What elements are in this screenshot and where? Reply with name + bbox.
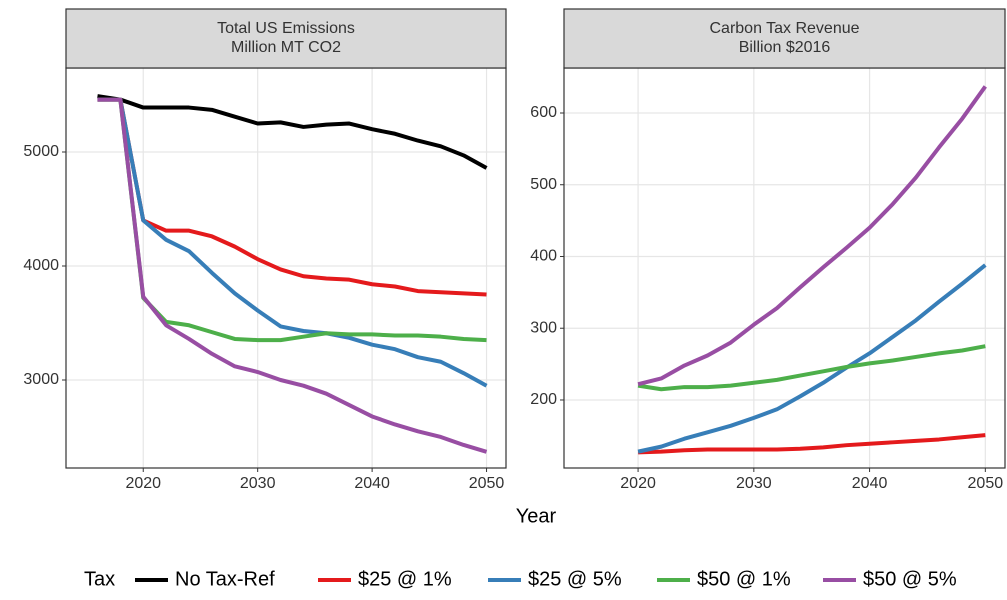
legend-label: $25 @ 5% [528,568,622,590]
series-line [97,97,488,388]
series-line [97,94,488,170]
x-tick-label: 2020 [620,475,656,492]
x-tick-label: 2050 [469,475,505,492]
series-line [637,85,987,387]
x-tick-label: 2020 [125,475,161,492]
panel-title: Carbon Tax Revenue [709,20,859,37]
x-tick-label: 2040 [852,475,888,492]
panel-subtitle: Billion $2016 [739,39,831,56]
x-tick-label: 2050 [968,475,1004,492]
series-line [637,263,987,454]
legend-title: Tax [84,568,115,590]
y-tick-label: 400 [530,248,557,265]
x-tick-label: 2030 [240,475,276,492]
x-tick-label: 2040 [354,475,390,492]
strip [563,8,1006,69]
y-tick-label: 300 [530,319,557,336]
series-line [638,433,986,455]
legend-label: No Tax-Ref [175,568,275,590]
y-tick-label: 5000 [23,143,59,160]
panel-background [66,68,506,468]
panel-title: Total US Emissions [217,20,355,37]
y-tick-label: 4000 [23,257,59,274]
x-tick-label: 2030 [736,475,772,492]
y-tick-label: 500 [530,176,557,193]
x-axis-label: Year [516,505,557,527]
legend-label: $50 @ 1% [697,568,791,590]
series-line [97,97,488,454]
series-line [637,344,986,392]
series-line [97,97,487,297]
y-tick-label: 600 [530,104,557,121]
legend-label: $50 @ 5% [863,568,957,590]
panel-subtitle: Million MT CO2 [231,39,341,56]
y-tick-label: 200 [530,391,557,408]
strip [65,8,507,69]
panel-background [564,68,1005,468]
legend-label: $25 @ 1% [358,568,452,590]
y-tick-label: 3000 [23,371,59,388]
